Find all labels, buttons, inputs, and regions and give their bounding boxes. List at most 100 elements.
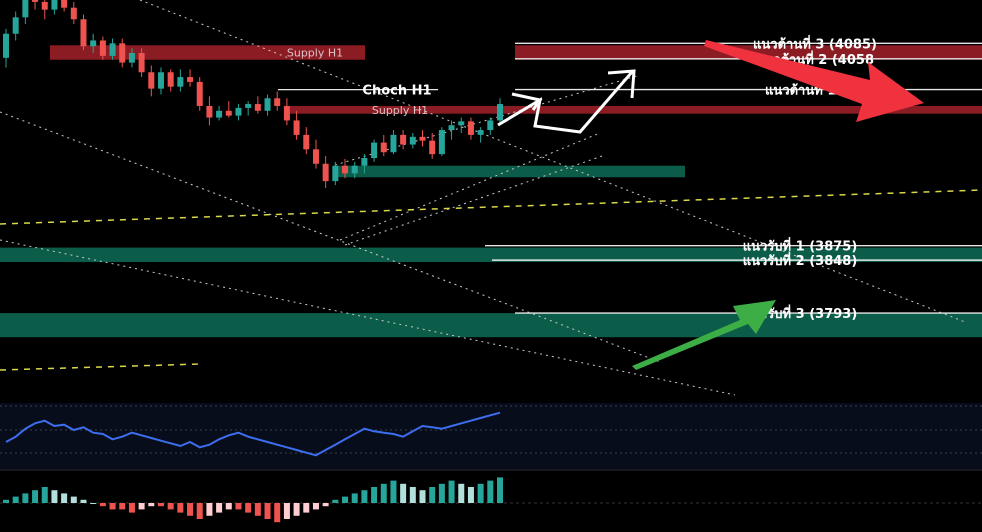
histogram-bar bbox=[438, 483, 445, 503]
histogram-bar bbox=[51, 490, 58, 503]
candle-body bbox=[283, 105, 290, 121]
rsi-layer bbox=[5, 411, 501, 457]
candle-body bbox=[312, 149, 319, 164]
candle-body bbox=[109, 43, 116, 56]
histogram-bar bbox=[109, 503, 116, 510]
candle-body bbox=[187, 77, 194, 82]
candle-body bbox=[438, 130, 445, 155]
candle-body bbox=[361, 158, 368, 166]
demand-zone bbox=[335, 165, 685, 178]
supply-zone bbox=[50, 45, 365, 60]
candle-body bbox=[342, 165, 349, 174]
rsi-guides bbox=[0, 405, 982, 454]
candle-body bbox=[70, 7, 77, 20]
histogram-bar bbox=[400, 483, 407, 503]
histogram-bar bbox=[41, 487, 48, 503]
candle-body bbox=[245, 104, 252, 108]
candle-body bbox=[22, 0, 29, 18]
histogram-bar bbox=[303, 503, 310, 513]
candle-body bbox=[235, 107, 242, 116]
histogram-bar bbox=[80, 499, 87, 503]
candle-body bbox=[264, 98, 271, 111]
candle-body bbox=[41, 1, 48, 10]
candle-body bbox=[225, 110, 232, 116]
histogram-bar bbox=[148, 503, 155, 507]
candle-body bbox=[206, 105, 213, 118]
candle-body bbox=[32, 0, 39, 2]
candle-body bbox=[351, 165, 358, 174]
candle-body bbox=[371, 142, 378, 158]
bullish-arrow-icon bbox=[632, 300, 776, 370]
histogram-bar bbox=[361, 490, 368, 503]
histogram-bar bbox=[429, 487, 436, 503]
histogram-bar bbox=[254, 503, 261, 516]
rsi-line bbox=[5, 411, 501, 457]
candle-body bbox=[61, 0, 68, 8]
choch-label: Choch H1 bbox=[362, 84, 431, 99]
candle-body bbox=[419, 136, 426, 141]
projection-arrow bbox=[497, 69, 636, 134]
candle-body bbox=[99, 40, 106, 56]
histogram-bar bbox=[419, 490, 426, 503]
candle-body bbox=[409, 136, 416, 145]
histogram-bar bbox=[322, 503, 329, 507]
histogram-bar bbox=[235, 503, 242, 510]
supply-zone bbox=[290, 105, 982, 114]
rsi-pane bbox=[0, 403, 982, 469]
candles-layer bbox=[3, 0, 503, 188]
candle-body bbox=[196, 81, 203, 106]
candle-body bbox=[80, 19, 87, 47]
histogram-bar bbox=[61, 493, 68, 503]
candle-body bbox=[90, 40, 97, 47]
candle-body bbox=[254, 104, 261, 111]
candle-body bbox=[12, 17, 19, 34]
candle-body bbox=[51, 0, 58, 10]
candle-body bbox=[332, 165, 339, 182]
histogram-bar bbox=[477, 483, 484, 503]
zone-label: Supply H1 bbox=[372, 104, 428, 117]
candle-body bbox=[390, 134, 397, 153]
histogram-bar bbox=[187, 503, 194, 516]
histogram-bar bbox=[312, 503, 319, 510]
candle-body bbox=[167, 72, 174, 87]
histogram-bar bbox=[3, 499, 9, 503]
histogram-bar bbox=[487, 480, 494, 503]
candle-body bbox=[216, 110, 223, 118]
levels-layer: แนวต้านที่ 3 (4085)แนวต้านที่ 2 (4058แนว… bbox=[278, 34, 982, 322]
histogram-bar bbox=[99, 503, 106, 507]
candle-body bbox=[322, 163, 329, 182]
histogram-bar bbox=[196, 503, 203, 519]
candle-body bbox=[467, 121, 474, 135]
histogram-bar bbox=[167, 503, 174, 510]
candle-body bbox=[3, 33, 9, 58]
candle-body bbox=[487, 120, 494, 131]
histogram-bar bbox=[12, 496, 19, 503]
histogram-bar bbox=[90, 503, 97, 504]
bearish-arrow-icon bbox=[704, 40, 924, 122]
histogram-bar bbox=[32, 490, 39, 503]
candle-body bbox=[303, 134, 310, 150]
histogram-bar bbox=[177, 503, 184, 513]
candle-body bbox=[119, 43, 126, 63]
candle-body bbox=[157, 72, 164, 89]
histogram-bar bbox=[342, 496, 349, 503]
histogram-bar bbox=[390, 480, 397, 503]
demand-zone bbox=[0, 247, 982, 263]
histogram-bar bbox=[332, 499, 339, 503]
histogram-bar bbox=[138, 503, 145, 510]
level-label: แนวรับที่ 3 (3793) bbox=[743, 304, 858, 322]
histogram-bar bbox=[119, 503, 126, 510]
zone-label: Supply H1 bbox=[287, 47, 343, 60]
histogram-bar bbox=[216, 503, 223, 513]
candle-body bbox=[448, 125, 455, 131]
histogram-bar bbox=[206, 503, 213, 516]
candle-body bbox=[429, 140, 436, 155]
histogram-bar bbox=[225, 503, 232, 510]
histogram-bar bbox=[448, 480, 455, 503]
histogram-bar bbox=[245, 503, 252, 513]
histogram-bar bbox=[128, 503, 135, 513]
histogram-bar bbox=[467, 487, 474, 503]
candle-body bbox=[274, 98, 281, 106]
trend-line-yellow bbox=[0, 189, 982, 371]
